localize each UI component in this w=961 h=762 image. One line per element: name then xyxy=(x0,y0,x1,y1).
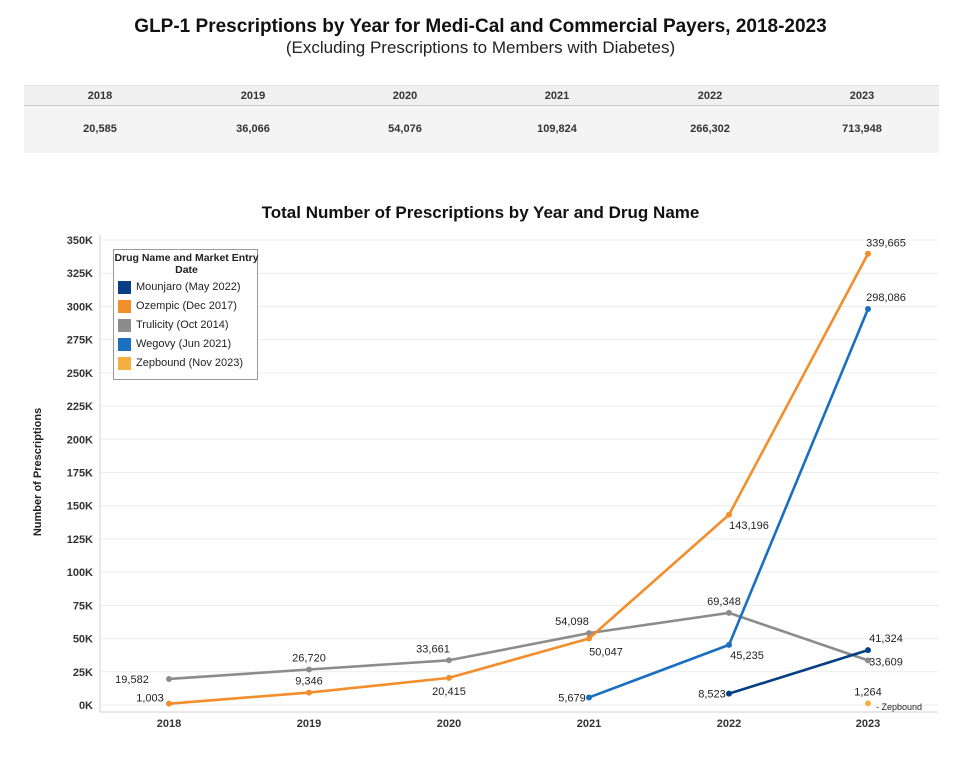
data-label-trulicity: 54,098 xyxy=(555,616,589,628)
year-total-2020: 54,076 xyxy=(388,123,422,135)
data-label-ozempic: 9,346 xyxy=(295,676,323,688)
y-tick-label: 225K xyxy=(67,401,93,413)
data-label-ozempic: 143,196 xyxy=(729,520,769,532)
page-subtitle: (Excluding Prescriptions to Members with… xyxy=(285,38,676,57)
legend-title: Drug Name and Market Entry Date xyxy=(114,252,259,276)
y-tick-label: 100K xyxy=(67,567,93,579)
y-tick-label: 300K xyxy=(67,301,93,313)
year-total-2019: 36,066 xyxy=(236,123,270,135)
data-point-trulicity xyxy=(446,657,452,664)
yearly-totals-header-row: 2018 2019 2020 2021 2022 2023 xyxy=(24,86,939,106)
page-title: GLP-1 Prescriptions by Year for Medi-Cal… xyxy=(134,16,827,37)
y-tick-label: 200K xyxy=(67,434,93,446)
data-label-trulicity: 69,348 xyxy=(707,596,741,608)
legend-label-wegovy: Wegovy (Jun 2021) xyxy=(136,338,232,350)
y-axis-title: Number of Prescriptions xyxy=(32,408,44,536)
y-tick-label: 275K xyxy=(67,335,93,347)
data-point-ozempic xyxy=(166,700,172,707)
data-point-wegovy xyxy=(865,305,871,312)
y-tick-label: 125K xyxy=(67,534,93,546)
data-point-mounjaro xyxy=(726,690,732,697)
y-tick-label: 175K xyxy=(67,468,93,480)
x-tick-label: 2018 xyxy=(157,718,181,730)
y-tick-label: 325K xyxy=(67,268,93,280)
y-tick-label: 25K xyxy=(73,667,93,679)
data-label-wegovy: 298,086 xyxy=(866,292,906,304)
y-tick-label: 150K xyxy=(67,501,93,513)
year-header-2018: 2018 xyxy=(87,90,113,102)
data-label-ozempic: 20,415 xyxy=(432,686,466,698)
data-point-ozempic xyxy=(446,674,452,681)
year-header-2020: 2020 xyxy=(392,90,418,102)
legend-swatch-mounjaro xyxy=(118,281,131,294)
y-tick-label: 75K xyxy=(73,600,93,612)
legend-label-zepbound: Zepbound (Nov 2023) xyxy=(136,357,244,369)
year-total-2022: 266,302 xyxy=(690,123,730,135)
y-tick-label: 250K xyxy=(67,368,93,380)
x-tick-label: 2019 xyxy=(297,718,321,730)
y-tick-label: 0K xyxy=(79,700,93,712)
data-point-wegovy xyxy=(586,694,592,701)
series-line-trulicity xyxy=(168,611,869,681)
chart-title: Total Number of Prescriptions by Year an… xyxy=(261,203,700,222)
data-label-ozempic: 339,665 xyxy=(866,238,906,250)
legend-swatch-trulicity xyxy=(118,319,131,332)
data-label-trulicity: 19,582 xyxy=(115,674,149,686)
x-tick-label: 2022 xyxy=(717,718,741,730)
data-point-trulicity xyxy=(865,657,871,664)
x-tick-label: 2021 xyxy=(577,718,601,730)
yearly-totals-table: 2018 2019 2020 2021 2022 2023 20,585 36,… xyxy=(24,85,939,153)
data-point-ozempic xyxy=(586,635,592,642)
legend-swatch-zepbound xyxy=(118,357,131,370)
data-point-trulicity xyxy=(586,630,592,637)
data-label-trulicity: 33,609 xyxy=(869,656,903,668)
legend-swatch-ozempic xyxy=(118,300,131,313)
series-line-wegovy xyxy=(588,308,870,699)
chart-legend: Drug Name and Market Entry Date Mounjaro… xyxy=(113,249,259,380)
data-label-wegovy: 45,235 xyxy=(730,650,764,662)
data-label-ozempic: 1,003 xyxy=(136,693,164,705)
legend-label-ozempic: Ozempic (Dec 2017) xyxy=(136,300,237,312)
year-header-2019: 2019 xyxy=(240,90,266,102)
data-label-trulicity: 33,661 xyxy=(416,643,450,655)
data-label-zepbound: 1,264 xyxy=(854,686,882,698)
data-point-wegovy xyxy=(726,641,732,648)
series-line-ozempic xyxy=(168,253,870,705)
year-total-2023: 713,948 xyxy=(842,123,882,135)
data-point-trulicity xyxy=(166,675,172,682)
legend-label-trulicity: Trulicity (Oct 2014) xyxy=(136,319,229,331)
year-header-2021: 2021 xyxy=(544,90,570,102)
x-tick-label: 2023 xyxy=(856,718,880,730)
x-tick-label: 2020 xyxy=(437,718,461,730)
data-label-mounjaro: 41,324 xyxy=(869,633,903,645)
data-point-ozempic xyxy=(306,689,312,696)
data-point-trulicity xyxy=(726,609,732,616)
data-label-mounjaro: 8,523 xyxy=(698,689,726,701)
y-tick-label: 50K xyxy=(73,634,93,646)
y-tick-label: 350K xyxy=(67,235,93,247)
data-label-trulicity: 26,720 xyxy=(292,653,326,665)
data-point-trulicity xyxy=(306,666,312,673)
year-total-2018: 20,585 xyxy=(83,123,117,135)
data-point-ozempic xyxy=(726,511,732,518)
legend-swatch-wegovy xyxy=(118,338,131,351)
legend-label-mounjaro: Mounjaro (May 2022) xyxy=(136,281,241,293)
series-line-mounjaro xyxy=(728,648,869,695)
year-header-2022: 2022 xyxy=(697,90,723,102)
zepbound-annotation: - Zepbound xyxy=(876,702,922,712)
data-label-wegovy: 5,679 xyxy=(558,692,586,704)
data-point-zepbound xyxy=(865,700,871,707)
data-label-ozempic: 50,047 xyxy=(589,647,623,659)
year-total-2021: 109,824 xyxy=(537,123,577,135)
year-header-2023: 2023 xyxy=(849,90,875,102)
data-point-ozempic xyxy=(865,250,871,257)
data-point-mounjaro xyxy=(865,647,871,654)
